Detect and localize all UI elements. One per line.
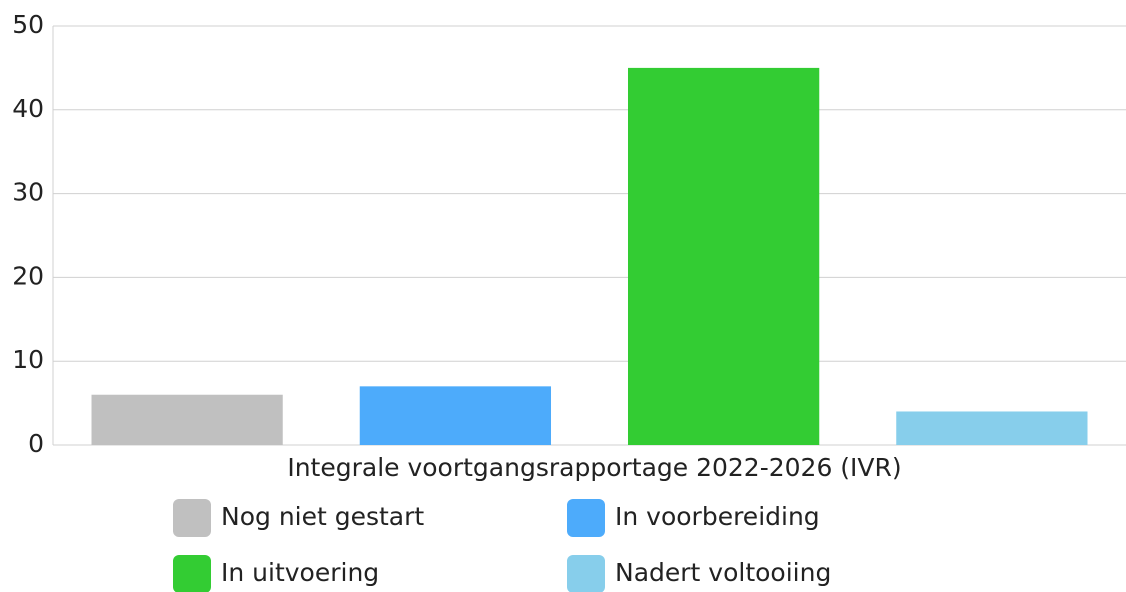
y-tick-label: 0	[28, 429, 44, 458]
y-tick-label: 30	[12, 178, 44, 207]
bar	[896, 411, 1088, 445]
y-tick-label: 10	[12, 345, 44, 374]
bar	[627, 67, 820, 446]
bar	[359, 386, 552, 445]
legend-swatch	[173, 499, 211, 537]
legend-swatch	[567, 499, 605, 537]
x-tick-label: Integrale voortgangsrapportage 2022-2026…	[287, 453, 901, 482]
legend-swatch	[567, 555, 605, 592]
legend-swatch	[173, 555, 211, 592]
legend-label: In uitvoering	[221, 558, 379, 587]
legend-label: In voorbereiding	[615, 502, 820, 531]
y-tick-label: 20	[12, 261, 44, 290]
legend-label: Nog niet gestart	[221, 502, 424, 531]
bar	[91, 394, 283, 445]
y-tick-label: 50	[12, 10, 44, 39]
legend-label: Nadert voltooiing	[615, 558, 831, 587]
y-tick-label: 40	[12, 94, 44, 123]
